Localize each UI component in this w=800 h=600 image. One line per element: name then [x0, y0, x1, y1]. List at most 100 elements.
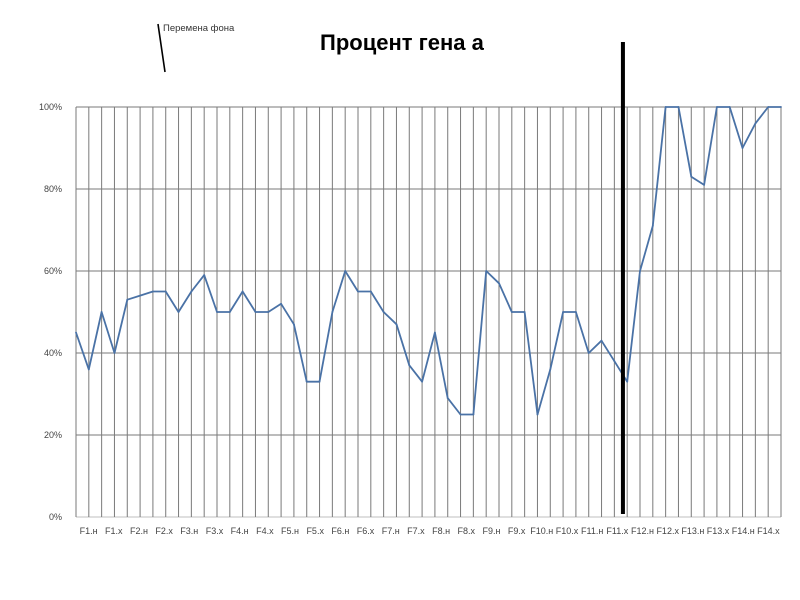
data-point — [741, 147, 744, 149]
data-point — [293, 323, 295, 326]
data-point — [113, 352, 116, 354]
data-point — [87, 368, 90, 371]
x-tick-label: F11.х — [606, 526, 628, 536]
x-axis-tick-labels: F1.н F1.х F2.н F2.х F3.н F3.х F4.н F4.х F5.н F5.х… — [80, 526, 781, 536]
data-point — [369, 290, 372, 293]
data-point — [677, 106, 680, 108]
data-point — [421, 380, 423, 383]
data-point — [75, 331, 77, 334]
data-point — [357, 290, 359, 293]
x-tick-label: F6.х — [357, 526, 375, 536]
x-tick-label: F13.х — [707, 526, 730, 536]
y-tick-label: 40% — [44, 348, 62, 358]
x-tick-label: F9.н — [482, 526, 500, 536]
data-point — [485, 270, 488, 272]
data-point — [536, 413, 539, 416]
data-point — [318, 380, 321, 383]
x-tick-label: F7.х — [407, 526, 425, 536]
data-point — [139, 294, 141, 297]
data-point — [703, 184, 705, 186]
y-tick-label: 60% — [44, 266, 62, 276]
data-point — [600, 339, 603, 342]
x-tick-label: F8.х — [458, 526, 476, 536]
x-tick-label: F3.н — [180, 526, 198, 536]
data-point — [152, 290, 154, 293]
data-point — [177, 311, 180, 313]
series-line — [75, 106, 781, 416]
data-point — [459, 413, 462, 416]
data-point — [382, 311, 385, 313]
data-point — [216, 311, 218, 313]
data-point — [767, 106, 770, 108]
data-point — [241, 290, 244, 293]
x-tick-label: F14.н — [732, 526, 755, 536]
data-point — [780, 106, 782, 108]
x-tick-label: F4.н — [231, 526, 249, 536]
x-tick-label: F3.х — [206, 526, 224, 536]
data-point — [728, 106, 731, 108]
x-tick-label: F4.х — [256, 526, 274, 536]
vertical-gridlines — [75, 107, 782, 517]
data-point — [664, 106, 667, 108]
data-point — [754, 122, 757, 125]
data-point — [639, 270, 641, 272]
data-point — [395, 323, 398, 326]
data-point — [434, 331, 436, 334]
x-tick-label: F5.х — [306, 526, 324, 536]
data-point — [203, 274, 206, 276]
data-point — [100, 311, 103, 313]
x-tick-label: F2.н — [130, 526, 148, 536]
x-tick-label: F12.н — [631, 526, 654, 536]
data-point — [613, 360, 616, 363]
x-tick-label: F2.х — [155, 526, 173, 536]
x-tick-label: F10.н — [530, 526, 553, 536]
data-point — [164, 290, 167, 293]
data-point — [510, 311, 513, 313]
data-point — [331, 311, 334, 313]
x-tick-label: F5.н — [281, 526, 299, 536]
x-tick-label: F12.х — [656, 526, 679, 536]
y-tick-label: 100% — [39, 102, 62, 112]
data-point — [472, 413, 475, 416]
x-tick-label: F11.н — [581, 526, 603, 536]
annotation-pointer-line — [157, 23, 166, 73]
data-point — [280, 302, 282, 305]
data-point — [651, 225, 654, 227]
data-point — [408, 364, 411, 367]
data-point — [562, 311, 564, 313]
data-point — [549, 368, 552, 371]
data-point — [305, 380, 308, 383]
data-point — [267, 311, 270, 313]
data-point — [587, 352, 590, 354]
data-point — [523, 311, 526, 313]
x-tick-label: F8.н — [432, 526, 450, 536]
data-point — [575, 311, 577, 313]
x-tick-label: F1.н — [80, 526, 98, 536]
x-tick-label: F6.н — [331, 526, 349, 536]
data-point — [498, 282, 500, 285]
data-point — [446, 397, 449, 399]
data-point — [626, 380, 629, 383]
data-point — [690, 175, 693, 178]
data-point — [126, 298, 129, 301]
data-point — [254, 311, 257, 313]
x-tick-label: F13.н — [681, 526, 704, 536]
series-group — [75, 106, 782, 416]
data-point — [716, 106, 718, 108]
x-tick-label: F14.х — [757, 526, 780, 536]
data-point — [344, 270, 347, 272]
y-tick-label: 20% — [44, 430, 62, 440]
horizontal-gridlines — [76, 106, 781, 518]
x-tick-label: F7.н — [382, 526, 400, 536]
data-point — [228, 311, 231, 313]
y-tick-label: 80% — [44, 184, 62, 194]
y-axis-tick-labels: 0% 20% 40% 60% 80% 100% — [39, 102, 62, 522]
x-tick-label: F1.х — [105, 526, 123, 536]
annotation-label: Перемена фона — [163, 23, 235, 34]
chart-title: Процент гена а — [320, 30, 485, 55]
x-tick-label: F10.х — [556, 526, 579, 536]
data-point — [190, 290, 193, 293]
x-tick-label: F9.х — [508, 526, 526, 536]
y-tick-label: 0% — [49, 512, 62, 522]
